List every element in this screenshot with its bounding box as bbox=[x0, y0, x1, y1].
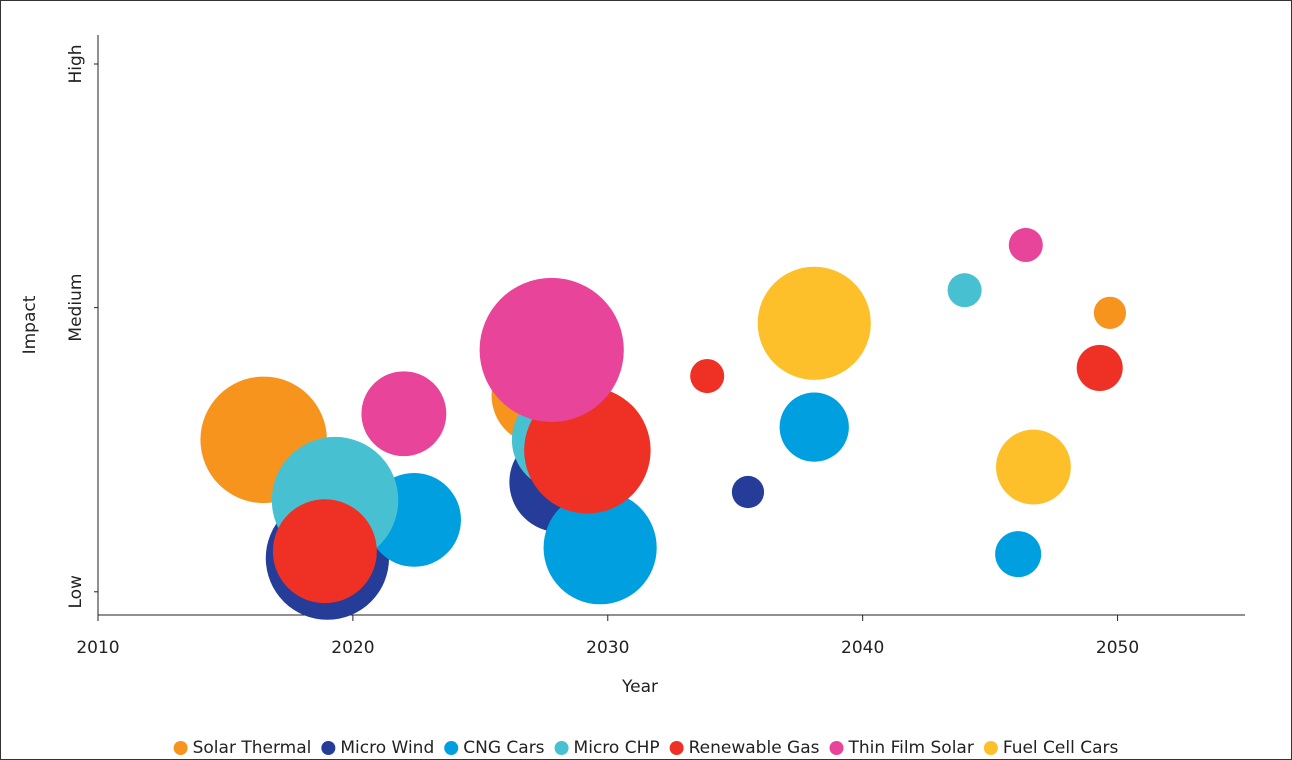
legend-label: Solar Thermal bbox=[193, 738, 312, 758]
legend-label: Micro Wind bbox=[340, 738, 434, 758]
bubble bbox=[1093, 296, 1127, 329]
legend-marker bbox=[983, 741, 998, 755]
bubble bbox=[1008, 227, 1043, 262]
bubble bbox=[1076, 344, 1123, 391]
legend-marker bbox=[554, 741, 569, 755]
y-tick-label: Low bbox=[66, 575, 86, 609]
legend-label: Micro CHP bbox=[574, 738, 660, 758]
bubble bbox=[479, 277, 624, 423]
x-axis-title: Year bbox=[621, 677, 658, 697]
bubble bbox=[779, 392, 849, 462]
x-tick-label: 2050 bbox=[1096, 638, 1139, 658]
y-axis-title: Impact bbox=[20, 295, 40, 354]
y-tick-label: Medium bbox=[66, 274, 86, 342]
bubble bbox=[757, 266, 871, 380]
bubble bbox=[731, 475, 765, 509]
bubble bbox=[996, 429, 1071, 505]
y-tick-label: High bbox=[66, 44, 86, 83]
x-tick-label: 2030 bbox=[586, 638, 629, 658]
bubble bbox=[995, 531, 1042, 578]
legend-marker bbox=[829, 741, 844, 755]
legend-label: Thin Film Solar bbox=[848, 738, 974, 758]
legend-marker bbox=[669, 741, 684, 755]
x-tick-label: 2020 bbox=[331, 638, 374, 658]
bubble bbox=[543, 491, 657, 605]
legend-label: Fuel Cell Cars bbox=[1003, 738, 1119, 758]
legend-marker bbox=[173, 741, 188, 755]
legend: Solar Thermal Micro Wind CNG Cars Micro CHP… bbox=[173, 738, 1119, 758]
bubble bbox=[272, 499, 377, 604]
bubble bbox=[690, 359, 725, 394]
legend-marker bbox=[321, 741, 336, 755]
bubble bbox=[947, 273, 982, 308]
legend-label: CNG Cars bbox=[463, 738, 544, 758]
x-tick-label: 2010 bbox=[76, 638, 119, 658]
bubble bbox=[361, 371, 447, 457]
x-tick-label: 2040 bbox=[841, 638, 884, 658]
legend-label: Renewable Gas bbox=[689, 738, 820, 758]
legend-marker bbox=[444, 741, 459, 755]
